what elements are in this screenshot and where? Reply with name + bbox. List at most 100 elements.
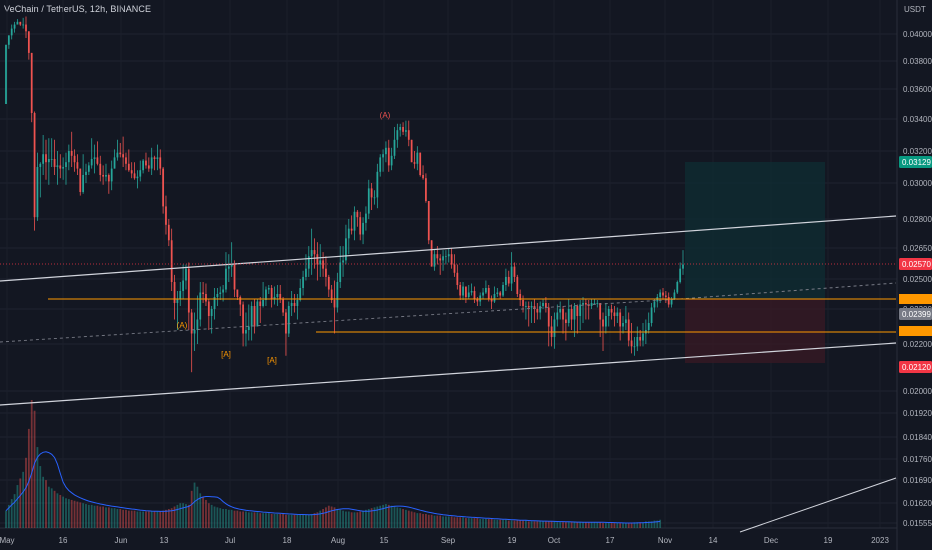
volume-bar [582,522,584,528]
candle-body [433,254,436,267]
candle [102,165,105,185]
candle-body [19,21,22,25]
candle [356,210,359,227]
volume-bar [170,508,173,528]
candle-body [279,294,282,299]
candle-body [205,294,207,302]
candle-body [590,303,593,306]
candle [90,138,93,169]
volume-bar [570,522,573,528]
candle-body [419,152,422,175]
volume-bar [493,519,496,528]
candle [136,170,139,189]
candle-body [519,294,522,300]
candle [596,300,599,308]
volume-bar [127,510,130,528]
volume-bar [196,486,199,528]
volume-bar [436,515,439,528]
mid-channel-line [0,298,681,343]
volume-bar [147,511,150,528]
volume-bar [459,517,462,528]
candle-body [545,303,547,308]
candle-body [353,211,356,231]
volume-bar [579,522,582,528]
volume-bar [487,518,490,528]
volume-bars [5,400,662,528]
candle [522,295,524,313]
candle [533,298,536,323]
volume-bar [507,520,510,528]
candle-body [285,312,287,334]
candle [310,228,313,275]
candle-body [50,159,53,160]
candle-body [593,303,596,304]
volume-bar [133,510,136,528]
price-badge-bg [899,258,932,270]
volume-bar [422,513,424,528]
volume-bar [473,518,476,528]
volume-bar [282,513,284,528]
candle-body [459,285,462,296]
candle-body [319,260,322,265]
volume-bar [396,507,399,528]
price-tick-label: 0.02800 [903,215,932,224]
candle [265,286,267,306]
candle [493,286,496,303]
candle-body [367,188,370,214]
candle-body [547,307,550,327]
volume-bar [550,521,553,528]
volume-bar [10,499,13,528]
candle-body [470,291,473,293]
price-badge-label: 0.02120 [902,363,931,372]
candle [476,297,479,306]
candle-body [567,309,570,323]
candle [376,163,379,209]
volume-bar [293,514,296,528]
candle [622,316,624,334]
volume-bar [179,503,182,528]
candle [130,162,133,179]
candle-body [587,304,590,306]
candle [276,285,279,306]
candle-body [105,175,107,177]
candle [82,154,85,194]
candle-body [370,188,373,198]
candle [207,298,210,330]
candle [496,288,499,297]
currency-label: USDT [904,5,926,14]
candle [7,35,10,49]
candle [390,147,393,171]
candle-body [127,163,130,171]
volume-bar [82,503,85,528]
volume-bar [456,517,459,528]
candle [407,120,410,147]
candle-body [267,288,270,290]
candle-body [245,330,247,334]
volume-bar [65,498,67,528]
candle-body [173,282,176,303]
volume-bar [342,510,344,528]
candle [39,162,42,198]
candle-body [145,160,147,166]
price-tick-label: 0.01920 [903,409,932,418]
volume-bar [562,522,564,528]
price-badge-bg [899,361,932,373]
volume-bar [659,519,662,528]
candle [576,304,579,334]
candle [624,306,627,330]
volume-bar [305,514,307,528]
candle-body [16,21,19,25]
candle-body [553,319,556,337]
volume-bar [516,520,519,528]
candle [630,323,633,354]
candle-body [573,306,576,320]
candle-body [325,268,327,277]
price-badge-label: 0.02570 [902,260,931,269]
candle-body [442,256,444,261]
candle [667,292,670,308]
volume-bar [556,522,559,528]
time-tick-label: 15 [380,536,389,545]
wave-label: (A) [177,321,188,330]
candle [539,301,542,320]
